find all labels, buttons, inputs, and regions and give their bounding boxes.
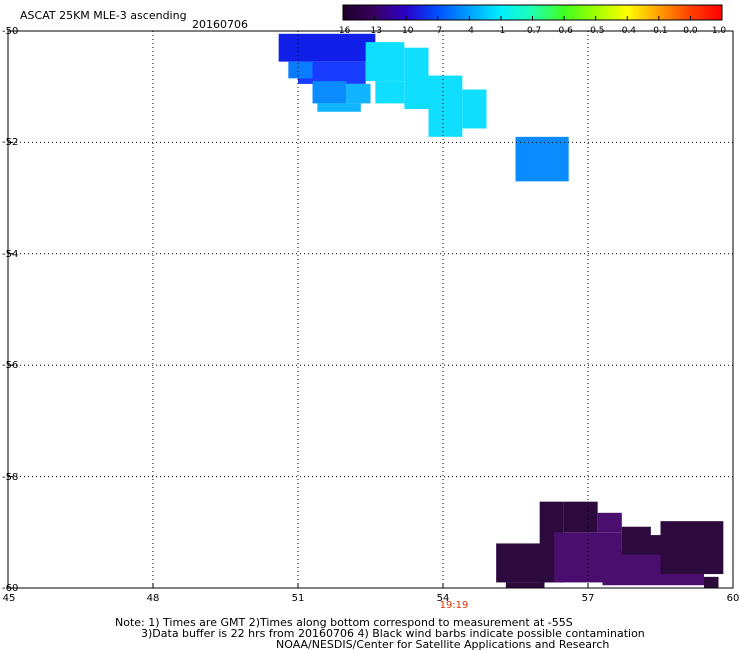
lon-label-3: 54	[436, 593, 450, 604]
lon-label-0: 45	[2, 593, 16, 604]
lat-label-4: -58	[2, 471, 19, 483]
lon-label-5: 60	[726, 593, 740, 604]
colorbar-label-10: -0.1	[650, 26, 668, 36]
colorbar-label-2: -10	[398, 26, 414, 36]
lat-label-0: -50	[2, 26, 19, 37]
swath-cell-9	[462, 89, 487, 129]
swath-cell-21	[621, 526, 651, 544]
swath-cell-10	[404, 47, 429, 109]
colorbar-label-6: -0.7	[523, 26, 542, 36]
colorbar	[342, 4, 723, 21]
swath-cell-15	[563, 501, 598, 533]
swath-cell-4	[346, 83, 371, 104]
lat-label-3: -56	[2, 360, 19, 372]
note-line-3: NOAA/NESDIS/Center for Satellite Applica…	[276, 638, 610, 651]
colorbar-label-4: -4	[464, 26, 474, 36]
map-frame	[7, 30, 734, 589]
note-line-2: 3)Data buffer is 22 hrs from 20160706 4)…	[141, 627, 645, 640]
swath-cell-1	[298, 61, 366, 84]
colorbar-label-9: -0.4	[618, 26, 637, 36]
colorbar-label-5: -1	[496, 26, 506, 36]
swath-cell-2	[288, 61, 313, 79]
colorbar-label-3: -7	[433, 26, 443, 36]
colorbar-label-12: 1.0	[711, 26, 727, 36]
note-line-1: Note: 1) Times are GMT 2)Times along bot…	[115, 616, 573, 629]
colorbar-label-11: 0.0	[683, 26, 698, 36]
lat-label-1: -52	[2, 137, 19, 149]
lat-label-2: -54	[2, 248, 19, 260]
lat-label-5: -60	[2, 583, 19, 594]
swath-cell-17	[597, 512, 622, 533]
colorbar-label-7: -0.6	[555, 26, 573, 36]
product-title: ASCAT 25KM MLE-3 ascending	[20, 9, 187, 22]
graticule	[7, 30, 734, 589]
swath-cell-22	[704, 576, 719, 588]
time-label: 19:19	[439, 600, 469, 611]
product-date: 20160706	[192, 18, 248, 31]
colorbar-label-1: -13	[367, 26, 382, 36]
swath-cell-8	[428, 75, 463, 137]
swath-cells	[278, 33, 724, 588]
swath-cell-3	[312, 81, 347, 104]
swath-cell-6	[365, 42, 405, 82]
swath-cell-5	[317, 103, 361, 112]
colorbar-label-0: -16	[335, 26, 351, 36]
swath-cell-20	[660, 521, 724, 575]
lon-label-2: 51	[291, 593, 305, 604]
lon-label-1: 48	[146, 593, 160, 604]
swath-cell-11	[515, 136, 569, 182]
lon-label-4: 57	[581, 593, 595, 604]
swath-cell-7	[375, 81, 405, 104]
colorbar-label-8: -0.5	[586, 26, 605, 36]
swath-cell-0	[278, 33, 376, 62]
swath-cell-13	[505, 582, 545, 588]
